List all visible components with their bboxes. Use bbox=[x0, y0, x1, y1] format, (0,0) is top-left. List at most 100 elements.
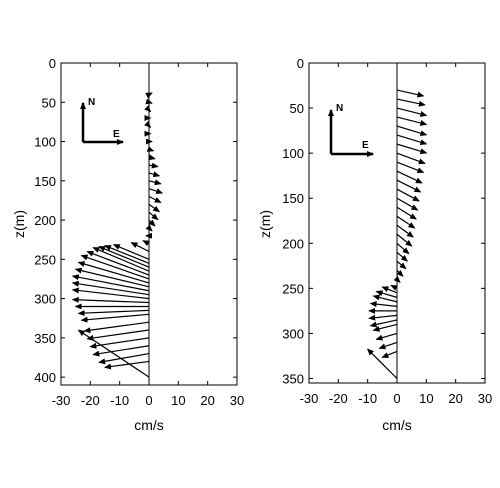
left-current-vector bbox=[130, 242, 150, 253]
right-current-vector bbox=[366, 348, 398, 379]
right-x-tick-label: 10 bbox=[419, 391, 433, 406]
right-compass: N E bbox=[328, 103, 374, 157]
right-compass-east-label: E bbox=[362, 140, 369, 151]
right-x-tick-label: 0 bbox=[393, 391, 400, 406]
left-x-tick-label: 30 bbox=[230, 393, 244, 408]
right-y-tick-label: 50 bbox=[290, 101, 304, 116]
left-x-tick-label: -10 bbox=[110, 393, 129, 408]
right-y-tick-label: 250 bbox=[282, 281, 304, 296]
left-x-axis-label: cm/s bbox=[134, 417, 164, 433]
right-current-vector bbox=[390, 284, 398, 291]
right-current-vector bbox=[378, 341, 398, 350]
left-current-vector bbox=[145, 98, 153, 105]
right-current-vector bbox=[396, 269, 404, 277]
left-current-vector bbox=[148, 162, 159, 169]
left-current-vector bbox=[92, 247, 150, 272]
right-x-axis-label: cm/s bbox=[382, 417, 412, 433]
left-current-vector bbox=[112, 244, 150, 260]
left-current-vector bbox=[148, 195, 162, 203]
left-current-vector bbox=[77, 309, 150, 317]
left-current-vector bbox=[148, 171, 161, 178]
left-compass-east-label: E bbox=[113, 129, 120, 140]
left-x-tick-label: -30 bbox=[52, 393, 71, 408]
right-current-vector bbox=[396, 188, 420, 202]
left-current-vector bbox=[71, 274, 150, 292]
left-x-tick-label: 10 bbox=[171, 393, 185, 408]
right-y-ticks: 0 50 100 150 200 250 300 350 bbox=[282, 56, 485, 386]
left-current-vector bbox=[92, 345, 150, 357]
right-y-tick-label: 300 bbox=[282, 326, 304, 341]
right-current-vector bbox=[369, 301, 398, 308]
right-current-vector bbox=[396, 134, 428, 146]
left-y-tick-label: 0 bbox=[49, 56, 56, 71]
right-x-tick-label: -10 bbox=[358, 391, 377, 406]
left-current-vector bbox=[146, 146, 155, 152]
right-current-vector bbox=[396, 251, 409, 262]
right-current-vector bbox=[396, 116, 428, 126]
right-current-vector bbox=[372, 294, 398, 303]
right-current-vector bbox=[396, 242, 410, 255]
right-current-vector bbox=[381, 350, 398, 358]
left-y-tick-label: 50 bbox=[42, 95, 56, 110]
right-current-vector bbox=[396, 170, 423, 184]
right-y-tick-label: 150 bbox=[282, 191, 304, 206]
left-current-vector bbox=[74, 267, 150, 288]
right-y-tick-label: 100 bbox=[282, 146, 304, 161]
left-current-vector bbox=[71, 287, 150, 300]
left-compass-north-label: N bbox=[88, 97, 95, 108]
right-x-tick-label: -20 bbox=[329, 391, 348, 406]
left-current-vector bbox=[80, 313, 150, 323]
right-y-tick-label: 350 bbox=[282, 371, 304, 386]
left-current-vector bbox=[145, 92, 153, 99]
left-current-vector bbox=[144, 120, 152, 129]
right-x-tick-label: 20 bbox=[448, 391, 462, 406]
left-compass: N E bbox=[80, 97, 124, 145]
left-current-vector bbox=[148, 203, 161, 213]
left-y-tick-label: 250 bbox=[34, 252, 56, 267]
right-current-vector bbox=[372, 323, 398, 332]
right-x-tick-label: 30 bbox=[478, 391, 492, 406]
right-current-vector bbox=[396, 107, 428, 117]
left-current-vector bbox=[144, 105, 152, 113]
left-y-tick-label: 100 bbox=[34, 135, 56, 150]
right-current-vector bbox=[396, 260, 407, 270]
right-current-vector bbox=[396, 143, 428, 155]
left-current-vector bbox=[104, 360, 150, 370]
left-y-tick-label: 400 bbox=[34, 370, 56, 385]
right-current-vector bbox=[396, 98, 426, 107]
left-y-tick-label: 300 bbox=[34, 292, 56, 307]
left-current-vector bbox=[86, 329, 150, 341]
right-vectors bbox=[366, 89, 428, 379]
left-current-vector bbox=[98, 246, 150, 268]
left-y-tick-label: 350 bbox=[34, 331, 56, 346]
left-current-vector bbox=[98, 352, 150, 365]
left-current-vector bbox=[145, 224, 153, 232]
right-current-vector bbox=[396, 215, 416, 229]
right-compass-north-label: N bbox=[336, 103, 343, 114]
left-current-vector bbox=[83, 321, 150, 334]
left-current-vector bbox=[148, 179, 162, 186]
right-current-vector bbox=[396, 197, 419, 211]
right-current-vector bbox=[396, 206, 417, 220]
right-current-vector bbox=[396, 125, 428, 137]
right-current-vector bbox=[369, 319, 398, 328]
right-y-axis-label: z(m) bbox=[257, 210, 273, 238]
right-current-vector bbox=[375, 332, 398, 341]
right-current-vector bbox=[396, 152, 426, 165]
left-current-vector bbox=[148, 211, 159, 221]
left-current-vector bbox=[86, 250, 150, 276]
right-x-tick-label: -30 bbox=[300, 391, 319, 406]
left-x-tick-label: 20 bbox=[200, 393, 214, 408]
left-current-vector bbox=[77, 329, 150, 378]
right-current-vector bbox=[396, 224, 414, 238]
right-quiver-panel: 0 50 100 150 200 250 300 350 -30 -20 -10 0 10 20 30 N… bbox=[257, 56, 492, 433]
right-current-vector bbox=[396, 161, 425, 174]
left-quiver-panel: 0 50 100 150 200 250 300 350 400 -30 -20 -10 0 10 20 3… bbox=[11, 56, 244, 433]
left-current-vector bbox=[148, 188, 164, 195]
right-current-vector bbox=[396, 233, 413, 247]
right-current-vector bbox=[381, 286, 398, 294]
left-y-ticks: 0 50 100 150 200 250 300 350 400 bbox=[34, 56, 237, 385]
left-x-ticks: -30 -20 -10 0 10 20 30 bbox=[52, 63, 244, 408]
right-current-vector bbox=[393, 275, 401, 283]
